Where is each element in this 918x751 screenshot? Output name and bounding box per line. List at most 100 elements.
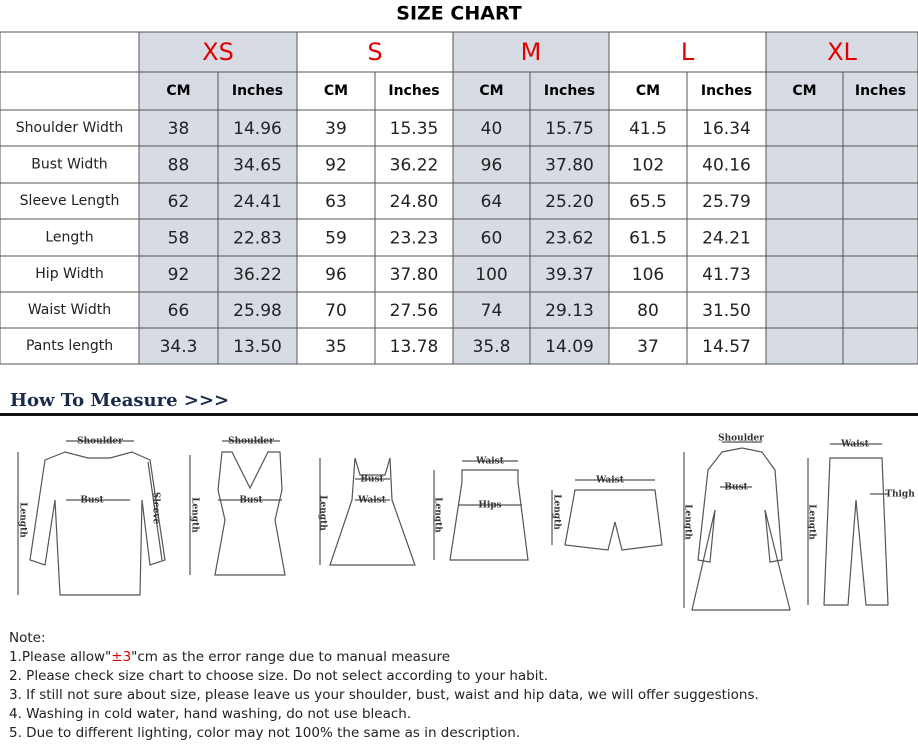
cell: 65.5 [629, 192, 667, 212]
cell: 22.83 [233, 229, 282, 249]
row-label: Hip Width [35, 266, 103, 282]
cell: 63 [325, 192, 347, 212]
label: Bust [239, 496, 263, 506]
cell: 35.8 [473, 337, 511, 357]
label: Hips [478, 501, 501, 511]
cell: 23.62 [545, 229, 594, 249]
note: 3. If still not sure about size, please … [9, 687, 759, 703]
cell: 70 [325, 301, 347, 321]
unit-header: CM [636, 83, 660, 99]
cell: 13.50 [233, 337, 282, 357]
row-label: Sleeve Length [20, 193, 120, 209]
cell: 25.20 [545, 192, 594, 212]
cell: 25.98 [233, 301, 282, 321]
cell: 88 [168, 156, 190, 176]
divider [0, 413, 918, 416]
cell: 102 [632, 156, 664, 176]
cell: 92 [325, 156, 347, 176]
cell: 36.22 [233, 265, 282, 285]
cell: 25.79 [702, 192, 751, 212]
shirt [29, 451, 166, 596]
cell: 34.3 [160, 337, 198, 357]
column-shade [766, 32, 918, 364]
note-text: 1.Please allow" [9, 649, 111, 665]
label: Length [807, 504, 817, 540]
unit-header: CM [792, 83, 816, 99]
label: Length [552, 494, 562, 530]
cell: 35 [325, 337, 347, 357]
cell: 40.16 [702, 156, 751, 176]
row-label: Waist Width [28, 302, 111, 318]
label: Shoulder [77, 437, 123, 447]
unit-header: Inches [388, 83, 439, 99]
note: 1.Please allow"±3"cm as the error range … [9, 649, 450, 665]
cell: 37.80 [390, 265, 439, 285]
cell: 14.96 [233, 119, 282, 139]
cell: 64 [481, 192, 503, 212]
cell: 29.13 [545, 301, 594, 321]
cell: 74 [481, 301, 503, 321]
cell: 59 [325, 229, 347, 249]
row-label: Shoulder Width [16, 120, 123, 136]
label: Bust [80, 496, 104, 506]
cell: 24.80 [390, 192, 439, 212]
label: Length [18, 502, 28, 538]
cell: 96 [325, 265, 347, 285]
label: Sleeve [151, 492, 161, 525]
cell: 24.21 [702, 229, 751, 249]
cell: 60 [481, 229, 503, 249]
cell: 15.35 [390, 119, 439, 139]
label: Length [433, 497, 443, 533]
label: Length [683, 504, 693, 540]
size-header: M [521, 38, 542, 66]
note-text: "cm as the error range due to manual mea… [131, 649, 450, 665]
column-shade [453, 32, 609, 364]
note-label: Note: [9, 630, 46, 646]
cell: 92 [168, 265, 190, 285]
label: Bust [360, 475, 384, 485]
coat [691, 447, 791, 611]
label: Waist [357, 496, 387, 506]
cell: 100 [475, 265, 507, 285]
note-highlight: ±3 [111, 649, 131, 665]
dress [329, 457, 416, 566]
label: Length [190, 497, 200, 533]
label: Bust [724, 483, 748, 493]
note: 4. Washing in cold water, hand washing, … [9, 706, 411, 722]
cell: 80 [637, 301, 659, 321]
cell: 13.78 [390, 337, 439, 357]
size-header: S [367, 38, 382, 66]
label: Shoulder [718, 434, 764, 444]
skirt [449, 469, 529, 561]
cell: 96 [481, 156, 503, 176]
pants [823, 457, 889, 606]
title: SIZE CHART [396, 3, 521, 25]
cell: 27.56 [390, 301, 439, 321]
cell: 40 [481, 119, 503, 139]
cell: 58 [168, 229, 190, 249]
cell: 61.5 [629, 229, 667, 249]
cell: 39.37 [545, 265, 594, 285]
cell: 38 [168, 119, 190, 139]
unit-header: Inches [855, 83, 906, 99]
label: Waist [475, 457, 505, 467]
cell: 106 [632, 265, 664, 285]
note: 2. Please check size chart to choose siz… [9, 668, 548, 684]
label: Waist [840, 440, 870, 450]
row-label: Length [45, 230, 93, 246]
cell: 41.5 [629, 119, 667, 139]
cell: 36.22 [390, 156, 439, 176]
row-label: Pants length [26, 338, 113, 354]
size-header: XL [827, 38, 857, 66]
unit-header: Inches [544, 83, 595, 99]
unit-header: CM [479, 83, 503, 99]
cell: 24.41 [233, 192, 282, 212]
figures: Shoulder Bust Sleeve Length Shoulder Bus… [17, 434, 915, 611]
cell: 23.23 [390, 229, 439, 249]
cell: 14.09 [545, 337, 594, 357]
label: Length [318, 495, 328, 531]
cell: 39 [325, 119, 347, 139]
label: Thigh [885, 490, 915, 500]
